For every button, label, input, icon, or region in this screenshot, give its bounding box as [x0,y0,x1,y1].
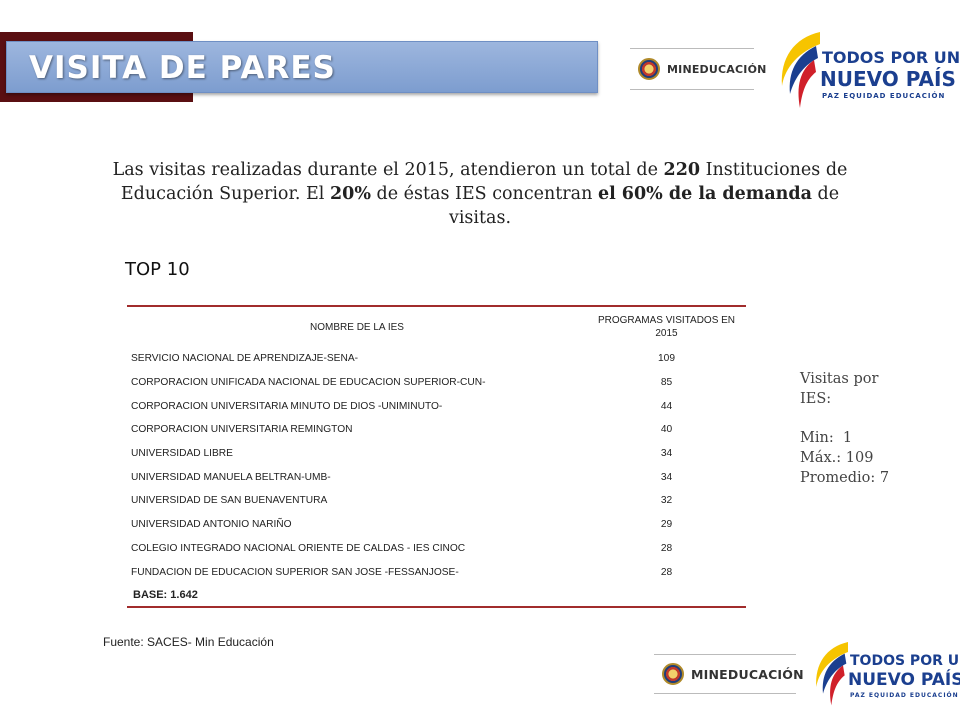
programs-count: 85 [660,377,673,389]
table-row: COLEGIO INTEGRADO NACIONAL ORIENTE DE CA… [127,537,746,561]
coat-of-arms-icon [662,663,684,685]
programs-count: 34 [660,471,673,483]
programs-count: 28 [660,542,673,554]
gov-slogan-line-3: PAZ EQUIDAD EDUCACIÓN [850,692,959,699]
stats-heading-line-1: Visitas por [800,371,879,387]
programs-count: 32 [660,495,673,507]
stats-heading-line-2: IES: [800,391,832,407]
todos-por-un-nuevo-pais-logo-footer: TODOS POR UN NUEVO PAÍS PAZ EQUIDAD EDUC… [808,636,960,718]
mineducacion-logo-text: MINEDUCACIÓN [691,666,804,682]
table-row: CORPORACION UNIVERSITARIA REMINGTON 40 [127,418,746,442]
todos-por-un-nuevo-pais-logo: TODOS POR UN NUEVO PAÍS PAZ EQUIDAD EDUC… [772,28,960,120]
mineducacion-logo: MINEDUCACIÓN [630,48,766,90]
gov-slogan-line-1: TODOS POR UN [850,653,960,669]
ies-name: UNIVERSIDAD DE SAN BUENAVENTURA [131,495,328,507]
stats-avg: Promedio: 7 [800,470,890,486]
intro-paragraph: Las visitas realizadas durante el 2015, … [110,158,850,230]
table-row: SERVICIO NACIONAL DE APRENDIZAJE-SENA- 10… [127,347,746,371]
table-row: FUNDACION DE EDUCACION SUPERIOR SAN JOSE… [127,560,746,584]
programs-count: 28 [660,566,673,578]
intro-bold-percent: 20% [329,184,371,204]
top10-heading: TOP 10 [125,259,190,280]
column-header-programs: PROGRAMAS VISITADOS EN 2015 [597,315,736,339]
stats-max: Máx.: 109 [800,450,874,466]
ies-name: FUNDACION DE EDUCACION SUPERIOR SAN JOSE… [131,566,459,578]
table-row: CORPORACION UNIFICADA NACIONAL DE EDUCAC… [127,371,746,395]
ies-name: CORPORACION UNIVERSITARIA REMINGTON [131,424,353,436]
table-row: CORPORACION UNIVERSITARIA MINUTO DE DIOS… [127,394,746,418]
gov-slogan-line-3: PAZ EQUIDAD EDUCACIÓN [822,92,946,100]
table-footer-base: BASE: 1.642 [133,588,198,601]
ies-name: CORPORACION UNIVERSITARIA MINUTO DE DIOS… [131,400,443,412]
colombia-flag-swoosh-icon [816,642,848,706]
table-row: UNIVERSIDAD DE SAN BUENAVENTURA 32 [127,489,746,513]
table-top-rule [127,305,746,307]
mineducacion-logo-text: MINEDUCACIÓN [667,62,767,76]
table-bottom-rule [127,605,746,608]
ies-name: UNIVERSIDAD LIBRE [131,448,233,460]
stats-min: Min: 1 [800,430,853,446]
table-row: UNIVERSIDAD MANUELA BELTRAN-UMB- 34 [127,465,746,489]
coat-of-arms-icon [638,58,660,80]
ies-name: COLEGIO INTEGRADO NACIONAL ORIENTE DE CA… [131,542,466,554]
programs-count: 44 [660,400,673,412]
programs-count: 29 [660,519,673,531]
gov-slogan-line-2: NUEVO PAÍS [820,67,956,91]
mineducacion-logo-footer: MINEDUCACIÓN [654,654,804,694]
intro-text-4: de visitas. [448,184,840,228]
visits-stats: Visitas por IES: Min: 1 Máx.: 109 Promed… [800,369,889,488]
ies-name: SERVICIO NACIONAL DE APRENDIZAJE-SENA- [131,353,359,365]
title-banner: VISITA DE PARES [6,41,598,93]
table-row: UNIVERSIDAD ANTONIO NARIÑO 29 [127,513,746,537]
intro-text-3: de éstas IES concentran [370,184,598,204]
intro-text-2: Instituciones de Educación Superior. El [120,160,848,204]
intro-text-1: Las visitas realizadas durante el 2015, … [112,160,664,180]
colombia-flag-swoosh-icon [781,32,820,108]
ies-name: UNIVERSIDAD MANUELA BELTRAN-UMB- [131,471,331,483]
table-header: NOMBRE DE LA IES PROGRAMAS VISITADOS EN … [127,307,746,347]
programs-count: 109 [658,353,675,365]
intro-bold-demand: el 60% de la demanda [597,184,812,204]
top10-table: NOMBRE DE LA IES PROGRAMAS VISITADOS EN … [127,305,746,608]
gov-slogan-line-1: TODOS POR UN [822,48,960,67]
programs-count: 40 [660,424,673,436]
intro-bold-total: 220 [663,160,701,180]
ies-name: CORPORACION UNIFICADA NACIONAL DE EDUCAC… [131,377,486,389]
programs-count: 34 [660,448,673,460]
page-title: VISITA DE PARES [29,50,336,86]
stats-spacer [800,409,889,428]
column-header-name: NOMBRE DE LA IES [310,321,404,333]
gov-slogan-line-2: NUEVO PAÍS [848,670,960,690]
source-note: Fuente: SACES- Min Educación [103,635,274,649]
table-row: UNIVERSIDAD LIBRE 34 [127,442,746,466]
ies-name: UNIVERSIDAD ANTONIO NARIÑO [131,519,292,531]
